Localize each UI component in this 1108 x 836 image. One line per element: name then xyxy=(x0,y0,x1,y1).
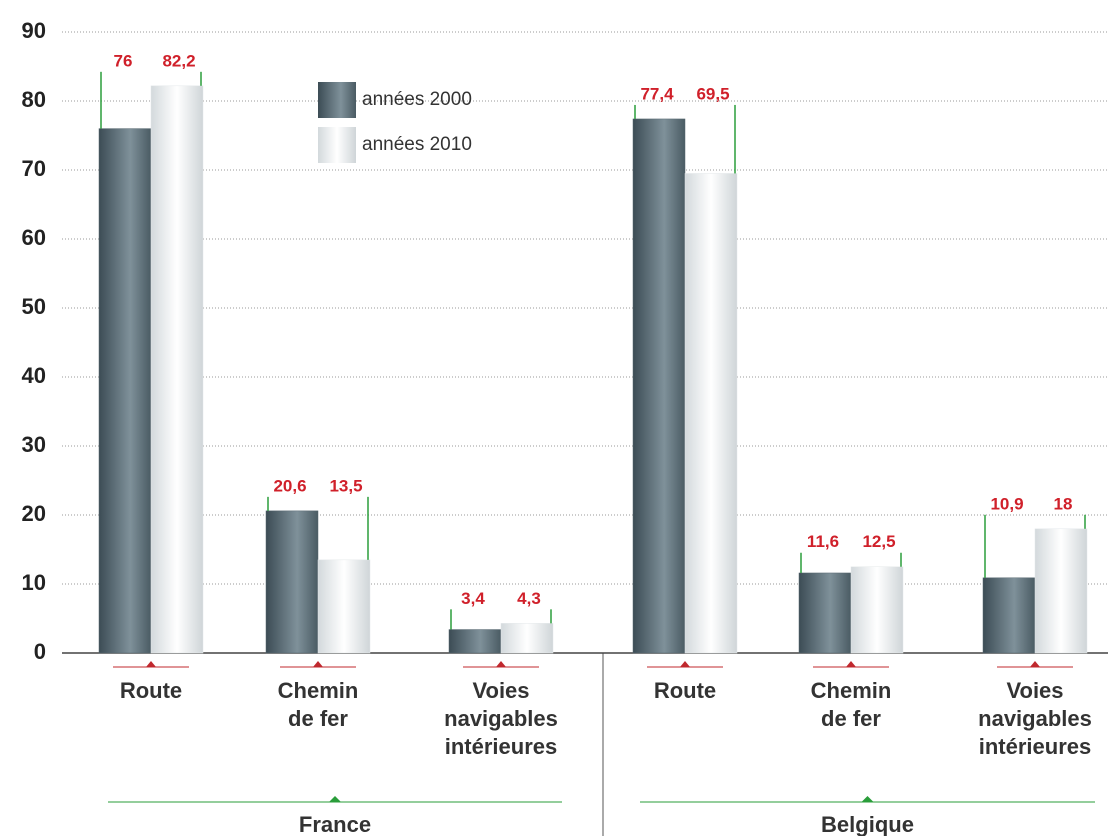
value-label: 69,5 xyxy=(696,84,729,103)
bar xyxy=(500,623,554,654)
legend-swatch xyxy=(318,82,356,118)
group-label: France xyxy=(299,812,371,836)
x-tick-label: navigables xyxy=(444,706,558,731)
bar xyxy=(632,118,686,654)
group-marker xyxy=(329,796,341,802)
legend-label: années 2000 xyxy=(362,89,472,110)
value-label: 4,3 xyxy=(517,589,541,608)
bar xyxy=(150,85,204,654)
category-tick-marker xyxy=(496,661,506,667)
bar xyxy=(1034,528,1088,654)
x-tick-label: Chemin xyxy=(278,678,359,703)
y-tick-label: 0 xyxy=(34,639,46,664)
value-label: 13,5 xyxy=(329,476,362,495)
x-tick-label: Chemin xyxy=(811,678,892,703)
x-tick-label: Route xyxy=(654,678,716,703)
y-tick-label: 60 xyxy=(22,225,46,250)
category-tick-marker xyxy=(146,661,156,667)
y-tick-label: 30 xyxy=(22,432,46,457)
legend-label: années 2010 xyxy=(362,134,472,155)
bar xyxy=(448,629,502,654)
value-label: 18 xyxy=(1054,494,1073,513)
x-tick-label: intérieures xyxy=(979,734,1092,759)
y-tick-label: 80 xyxy=(22,87,46,112)
category-tick-marker xyxy=(846,661,856,667)
group-marker xyxy=(861,796,874,802)
x-tick-label: intérieures xyxy=(445,734,558,759)
value-label: 76 xyxy=(114,51,133,70)
value-label: 20,6 xyxy=(273,476,306,495)
x-tick-label: Voies xyxy=(1006,678,1063,703)
bar xyxy=(982,577,1036,654)
x-tick-label: Voies xyxy=(472,678,529,703)
y-tick-label: 40 xyxy=(22,363,46,388)
x-tick-label: de fer xyxy=(288,706,348,731)
y-tick-label: 90 xyxy=(22,18,46,43)
y-tick-label: 20 xyxy=(22,501,46,526)
value-label: 12,5 xyxy=(862,532,895,551)
value-label: 11,6 xyxy=(807,532,839,551)
bar xyxy=(684,173,738,654)
bar xyxy=(98,128,152,654)
group-label: Belgique xyxy=(821,812,914,836)
value-label: 82,2 xyxy=(162,51,195,70)
y-tick-label: 70 xyxy=(22,156,46,181)
bar xyxy=(265,510,319,654)
value-label: 3,4 xyxy=(461,589,485,608)
category-tick-marker xyxy=(1030,661,1040,667)
x-tick-label: navigables xyxy=(978,706,1092,731)
legend-swatch xyxy=(318,127,356,163)
value-label: 77,4 xyxy=(640,84,674,103)
y-tick-label: 50 xyxy=(22,294,46,319)
bar xyxy=(798,572,852,654)
x-tick-label: de fer xyxy=(821,706,881,731)
y-tick-label: 10 xyxy=(22,570,46,595)
bar xyxy=(317,559,371,654)
x-tick-label: Route xyxy=(120,678,182,703)
bar xyxy=(850,566,904,654)
category-tick-marker xyxy=(680,661,690,667)
value-label: 10,9 xyxy=(990,494,1023,513)
category-tick-marker xyxy=(313,661,323,667)
